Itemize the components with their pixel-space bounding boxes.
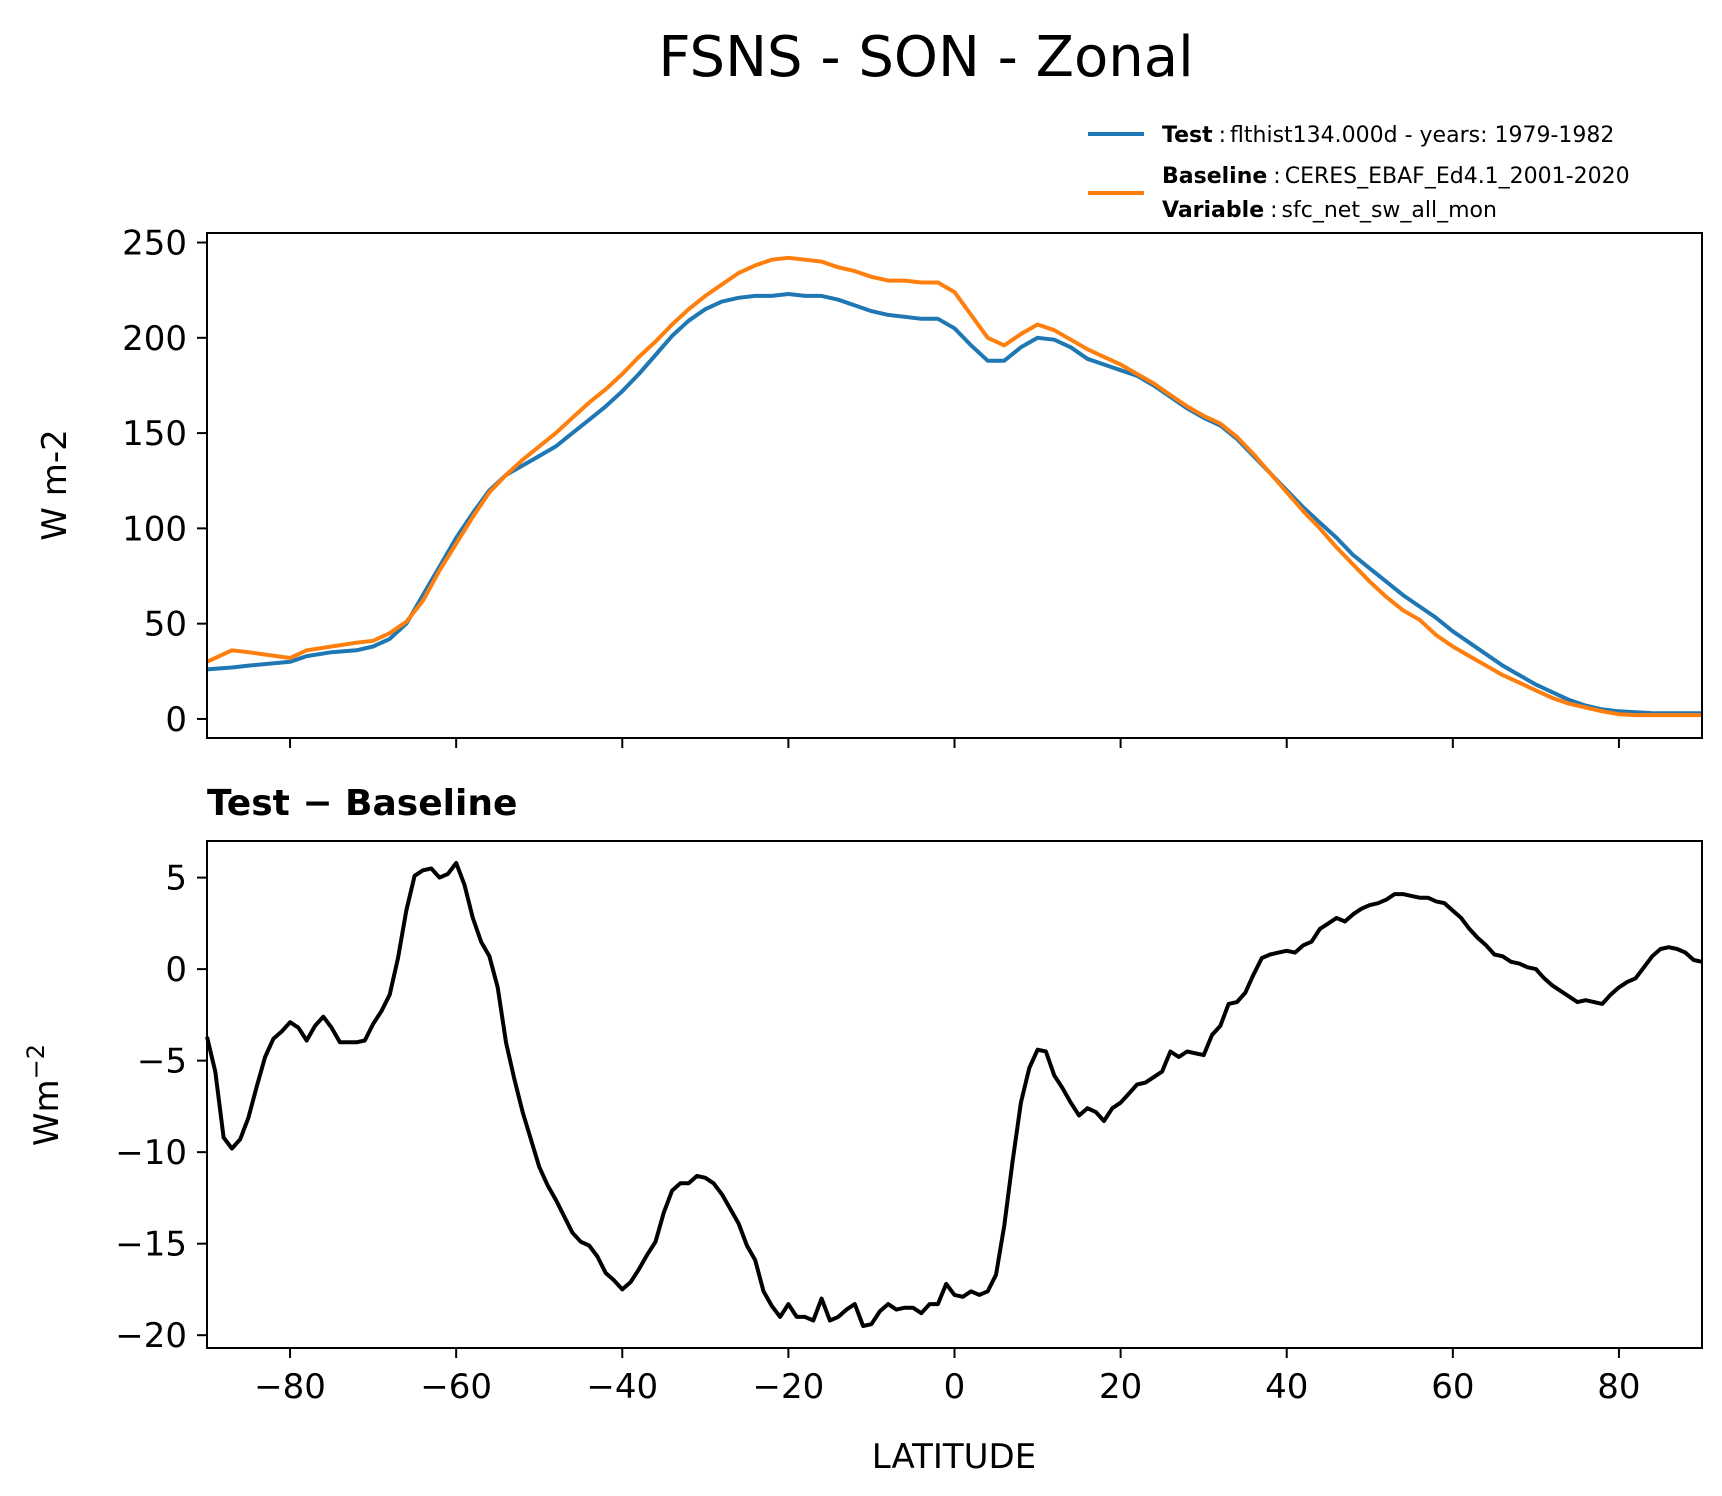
top-axes-frame	[206, 232, 1703, 739]
top-y-tick-label: 100	[122, 509, 187, 549]
legend-key: Test	[1162, 123, 1213, 148]
top-y-tick-label: 250	[122, 224, 187, 264]
x-tick-label: 60	[1431, 1367, 1474, 1407]
bottom-panel: Test − Baseline −80 −60 −40 −20 0 20 40 60 8050−…	[22, 783, 1703, 1477]
bottom-y-tick-label: 0	[165, 950, 187, 990]
top-y-tick-label: 0	[165, 700, 187, 740]
bottom-y-tick-label: −5	[137, 1042, 187, 1082]
legend-value: CERES_EBAF_Ed4.1_2001-2020	[1285, 164, 1630, 189]
x-tick-label: 80	[1597, 1367, 1640, 1407]
bottom-panel-title: Test − Baseline	[207, 783, 517, 824]
top-y-tick-label: 50	[144, 605, 187, 645]
x-axis-label: LATITUDE	[872, 1437, 1036, 1477]
legend-value: sfc_net_sw_all_mon	[1282, 198, 1497, 223]
bottom-y-label-superscript: −2	[22, 1044, 50, 1079]
x-tick-label: 20	[1099, 1367, 1142, 1407]
top-y-tick-label: 200	[122, 319, 187, 359]
series-line-baseline	[206, 255, 1702, 718]
series-line-difference	[205, 861, 1703, 1328]
top-ticks: 0 50 100 150 200 250	[122, 224, 1620, 748]
x-tick-label: −20	[753, 1367, 825, 1407]
bottom-y-tick-label: 5	[165, 859, 187, 899]
legend-entry: Variable: sfc_net_sw_all_mon	[1162, 198, 1497, 223]
bottom-y-label-base: Wm	[27, 1079, 67, 1146]
legend-key: Baseline	[1162, 164, 1267, 189]
bottom-y-tick-label: −10	[115, 1133, 187, 1173]
x-tick-label: −60	[420, 1367, 492, 1407]
bottom-series	[205, 861, 1703, 1328]
chart-title: FSNS - SON - Zonal	[658, 25, 1193, 90]
top-series	[206, 255, 1702, 718]
legend: Test: flthist134.000d - years: 1979-1982B…	[1088, 123, 1630, 223]
legend-separator: :	[1219, 123, 1226, 148]
bottom-y-tick-label: −20	[115, 1316, 187, 1356]
x-tick-label: 0	[944, 1367, 966, 1407]
legend-entry: Baseline: CERES_EBAF_Ed4.1_2001-2020	[1162, 164, 1630, 189]
legend-entry: Test: flthist134.000d - years: 1979-1982	[1162, 123, 1614, 148]
legend-separator: :	[1270, 198, 1277, 223]
legend-key: Variable	[1162, 198, 1264, 223]
x-tick-label: −80	[254, 1367, 326, 1407]
legend-separator: :	[1273, 164, 1280, 189]
top-y-tick-label: 150	[122, 414, 187, 454]
bottom-y-axis-label: Wm−2	[22, 1044, 67, 1146]
x-tick-label: −40	[586, 1367, 658, 1407]
top-y-axis-label: W m-2	[35, 429, 75, 540]
bottom-y-tick-label: −15	[115, 1225, 187, 1265]
bottom-ticks: −80 −60 −40 −20 0 20 40 60 80 5 0 −5 −10 −15 −20	[115, 859, 1640, 1407]
bottom-axes-frame	[206, 840, 1703, 1349]
top-panel: 0 50 100 150 200 250 W m-2	[35, 224, 1703, 748]
x-tick-label: 40	[1265, 1367, 1308, 1407]
legend-value: flthist134.000d - years: 1979-1982	[1230, 123, 1614, 148]
